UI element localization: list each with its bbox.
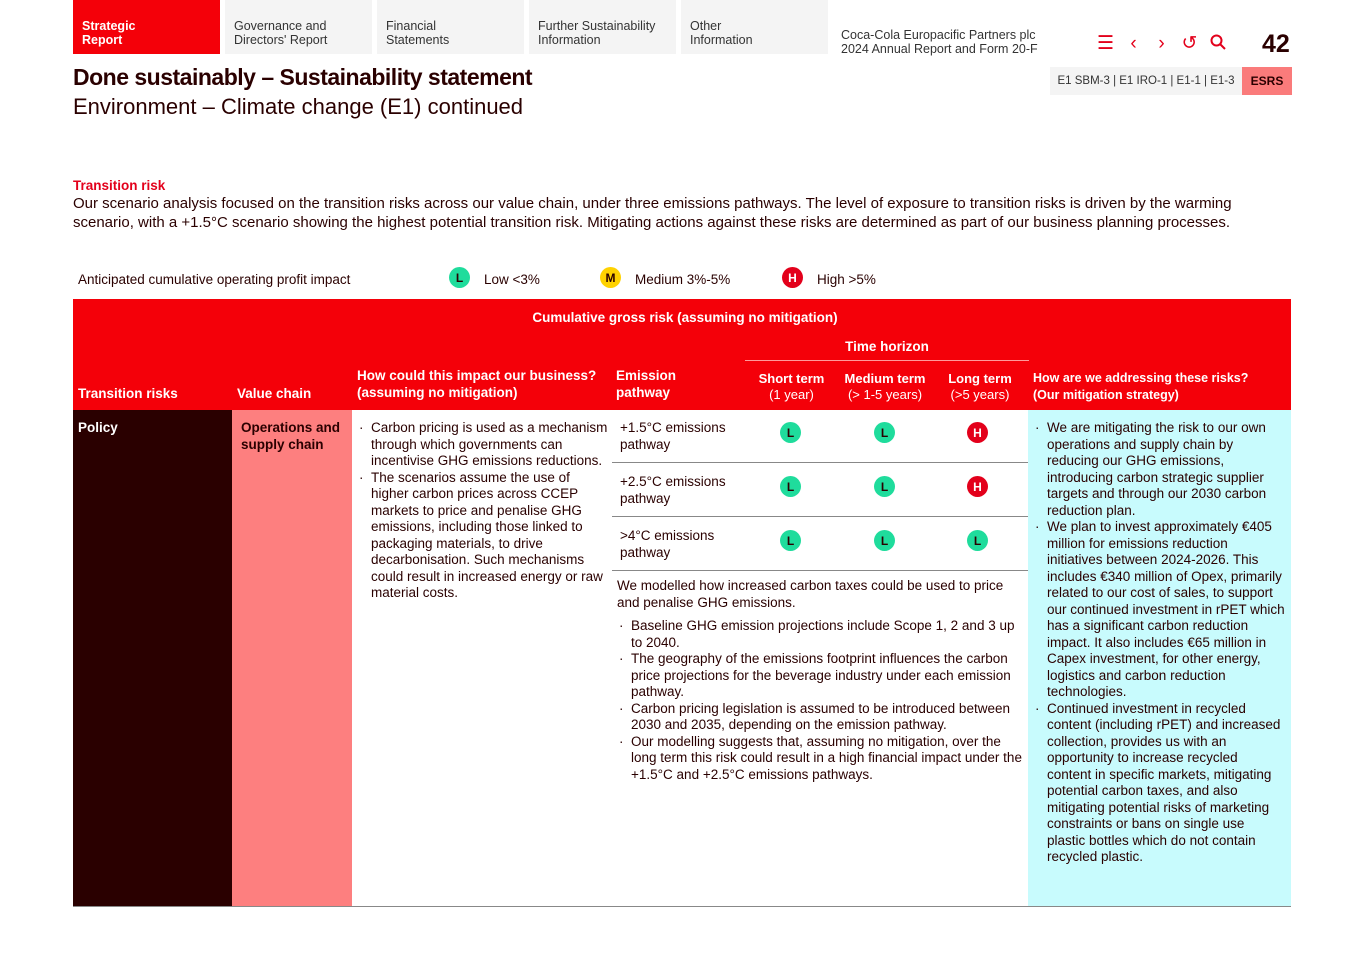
short-term-risk-badge-icon: L bbox=[780, 476, 801, 497]
model-point: Our modelling suggests that, assuming no… bbox=[617, 734, 1022, 784]
model-note: We modelled how increased carbon taxes c… bbox=[617, 578, 1004, 610]
header-short-term: Short term bbox=[758, 371, 825, 386]
tab-further-sustainability[interactable]: Further Sustainability Information bbox=[529, 0, 676, 54]
impact-point: The scenarios assume the use of higher c… bbox=[357, 470, 608, 602]
tab-label: Other bbox=[690, 19, 722, 33]
impact-cell: Carbon pricing is used as a mechanism th… bbox=[352, 410, 612, 906]
value-chain-name: Operations and supply chain bbox=[241, 420, 341, 452]
model-point: Baseline GHG emission projections includ… bbox=[617, 618, 1022, 651]
tab-label: Governance and bbox=[234, 19, 327, 33]
mitigation-point: We plan to invest approximately €405 mil… bbox=[1033, 519, 1285, 701]
pathway-row: +1.5°C emissions pathway L L H bbox=[612, 410, 1028, 463]
risk-name: Policy bbox=[78, 420, 118, 435]
legend-medium: Medium 3%-5% bbox=[635, 272, 731, 287]
esrs-references: E1 SBM-3 | E1 IRO-1 | E1-1 | E1-3 bbox=[1050, 67, 1242, 95]
table-bottom-border bbox=[73, 906, 1291, 907]
chevron-left-icon[interactable]: ‹ bbox=[1130, 33, 1137, 54]
page-title: Done sustainably – Sustainability statem… bbox=[73, 64, 533, 90]
pathway-name: +1.5°C emissions pathway bbox=[620, 420, 726, 452]
value-chain-cell: Operations and supply chain bbox=[232, 410, 352, 906]
low-badge-icon: L bbox=[449, 267, 470, 288]
time-horizon-header: Time horizon bbox=[845, 339, 929, 354]
tab-label: Strategic bbox=[82, 19, 136, 33]
esrs-badge[interactable]: ESRS bbox=[1242, 67, 1292, 95]
header-short-sub: (1 year) bbox=[769, 387, 814, 402]
header-mitigation: How are we addressing these risks? bbox=[1033, 371, 1249, 385]
header-pathway: Emission bbox=[616, 368, 677, 383]
pathway-name: >4°C emissions pathway bbox=[620, 528, 715, 560]
risk-cell: Policy bbox=[73, 410, 232, 906]
medium-term-risk-badge-icon: L bbox=[874, 476, 895, 497]
intro-paragraph: Our scenario analysis focused on the tra… bbox=[73, 195, 1232, 231]
pathway-row: +2.5°C emissions pathway L L H bbox=[612, 464, 1028, 517]
tab-label: Directors' Report bbox=[234, 33, 328, 47]
long-term-risk-badge-icon: H bbox=[967, 422, 988, 443]
header-long-sub: (>5 years) bbox=[950, 387, 1010, 402]
undo-icon[interactable]: ↺ bbox=[1181, 33, 1198, 54]
toolbar: ☰ ‹ › ↺ bbox=[1096, 34, 1227, 54]
header-medium-term: Medium term bbox=[844, 371, 926, 386]
header-impact: How could this impact our business? bbox=[357, 368, 597, 383]
medium-term-risk-badge-icon: L bbox=[874, 530, 895, 551]
tab-financial-statements[interactable]: Financial Statements bbox=[377, 0, 524, 54]
pathway-name: +2.5°C emissions pathway bbox=[620, 474, 726, 506]
legend-label: Anticipated cumulative operating profit … bbox=[78, 272, 351, 287]
model-point: Carbon pricing legislation is assumed to… bbox=[617, 701, 1022, 734]
mitigation-cell: We are mitigating the risk to our own op… bbox=[1028, 410, 1291, 906]
tab-strategic-report[interactable]: Strategic Report bbox=[73, 0, 220, 54]
menu-icon[interactable]: ☰ bbox=[1096, 33, 1115, 54]
tab-label: Report bbox=[82, 33, 123, 47]
tab-governance[interactable]: Governance and Directors' Report bbox=[225, 0, 372, 54]
header-value-chain: Value chain bbox=[237, 386, 312, 401]
tab-label: Further Sustainability bbox=[538, 19, 656, 33]
model-point: The geography of the emissions footprint… bbox=[617, 651, 1022, 701]
short-term-risk-badge-icon: L bbox=[780, 530, 801, 551]
legend: Anticipated cumulative operating profit … bbox=[78, 267, 978, 295]
group-header: Cumulative gross risk (assuming no mitig… bbox=[532, 310, 838, 325]
page-subtitle: Environment – Climate change (E1) contin… bbox=[73, 94, 524, 119]
high-badge-icon: H bbox=[782, 267, 803, 288]
impact-point: Carbon pricing is used as a mechanism th… bbox=[357, 420, 608, 470]
company-info: Coca-Cola Europacific Partners plc 2024 A… bbox=[841, 28, 1038, 56]
header-pathway-sub: pathway bbox=[616, 385, 671, 400]
medium-badge-icon: M bbox=[600, 267, 621, 288]
header-transition-risks: Transition risks bbox=[78, 386, 178, 401]
long-term-risk-badge-icon: L bbox=[967, 530, 988, 551]
report-name: 2024 Annual Report and Form 20-F bbox=[841, 42, 1038, 56]
medium-term-risk-badge-icon: L bbox=[874, 422, 895, 443]
section-title: Transition risk bbox=[73, 178, 166, 193]
search-icon[interactable] bbox=[1208, 34, 1227, 54]
header-long-term: Long term bbox=[948, 371, 1012, 386]
legend-high: High >5% bbox=[817, 272, 876, 287]
tab-label: Information bbox=[690, 33, 753, 47]
divider bbox=[745, 360, 1029, 361]
header-medium-sub: (> 1-5 years) bbox=[847, 387, 923, 402]
tab-label: Information bbox=[538, 33, 601, 47]
mitigation-point: Continued investment in recycled content… bbox=[1033, 701, 1285, 866]
tab-label: Statements bbox=[386, 33, 450, 47]
mitigation-point: We are mitigating the risk to our own op… bbox=[1033, 420, 1285, 519]
company-name: Coca-Cola Europacific Partners plc bbox=[841, 28, 1036, 42]
short-term-risk-badge-icon: L bbox=[780, 422, 801, 443]
chevron-right-icon[interactable]: › bbox=[1158, 33, 1165, 54]
long-term-risk-badge-icon: H bbox=[967, 476, 988, 497]
legend-low: Low <3% bbox=[484, 272, 540, 287]
header-impact-sub: (assuming no mitigation) bbox=[357, 385, 518, 400]
table-header: Cumulative gross risk (assuming no mitig… bbox=[73, 299, 1291, 410]
tab-label: Financial bbox=[386, 19, 437, 33]
page-number: 42 bbox=[1262, 30, 1290, 58]
model-notes: We modelled how increased carbon taxes c… bbox=[617, 578, 1022, 783]
tab-other-information[interactable]: Other Information bbox=[681, 0, 828, 54]
pathway-row: >4°C emissions pathway L L L bbox=[612, 518, 1028, 571]
header-mitigation-sub: (Our mitigation strategy) bbox=[1033, 388, 1179, 402]
